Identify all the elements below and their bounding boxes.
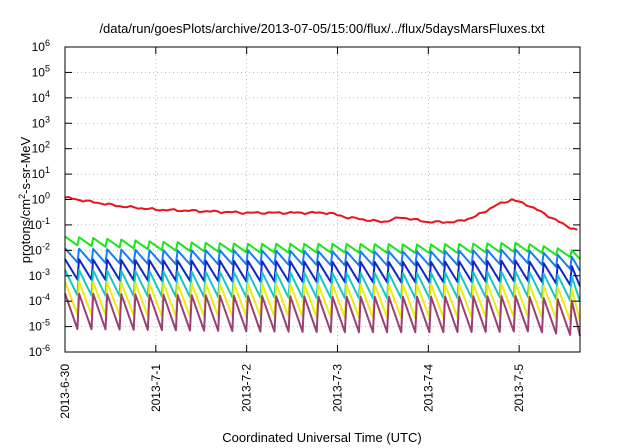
y-tick-5-label: 105 [32,63,50,79]
chart-title: /data/run/goesPlots/archive/2013-07-05/1… [99,21,545,36]
y-tick-0-label: 100 [32,191,50,207]
x-tick-label: 2013-7-5 [512,364,526,412]
y-tick--5-label: 10-5 [29,318,50,334]
x-tick-label: 2013-7-1 [149,364,163,412]
series-line-5 [64,269,581,302]
x-axis-label: Coordinated Universal Time (UTC) [222,430,421,445]
axis-ticks [64,46,580,353]
y-axis-label-main: protons/cm [18,199,33,263]
y-axis-label-rest: -s-sr-MeV [18,136,33,193]
y-axis-label-sup: 2 [17,194,27,199]
y-tick-3-label: 103 [32,114,50,130]
x-tick-label: 2013-6-30 [58,364,72,419]
y-tick--3-label: 10-3 [29,267,50,283]
series-line-1 [64,196,578,231]
series-line-6 [64,280,581,322]
y-axis-label: protons/cm2-s-sr-MeV [17,136,33,263]
y-tick--6-label: 10-6 [29,343,50,359]
x-tick-label: 2013-7-2 [240,364,254,412]
series-line-3 [64,247,581,272]
x-tick-label: 2013-7-3 [330,364,344,412]
series-line-7 [64,292,581,337]
y-tick-6-label: 106 [32,38,50,54]
data-series [64,196,581,337]
y-tick-1-label: 101 [32,165,50,181]
axis-tick-labels: 10-6 10-5 10-4 10-3 10-2 10-1 100 101 102 103 104 1… [29,38,527,419]
series-line-4 [64,258,581,287]
series-line-2 [64,235,581,260]
y-tick--2-label: 10-2 [29,241,50,257]
y-tick-2-label: 102 [32,140,50,156]
x-tick-label: 2013-7-4 [421,364,435,412]
y-tick-4-label: 104 [32,89,50,105]
y-tick--4-label: 10-4 [29,292,50,308]
y-tick--1-label: 10-1 [29,216,50,232]
grid-lines [65,47,580,352]
